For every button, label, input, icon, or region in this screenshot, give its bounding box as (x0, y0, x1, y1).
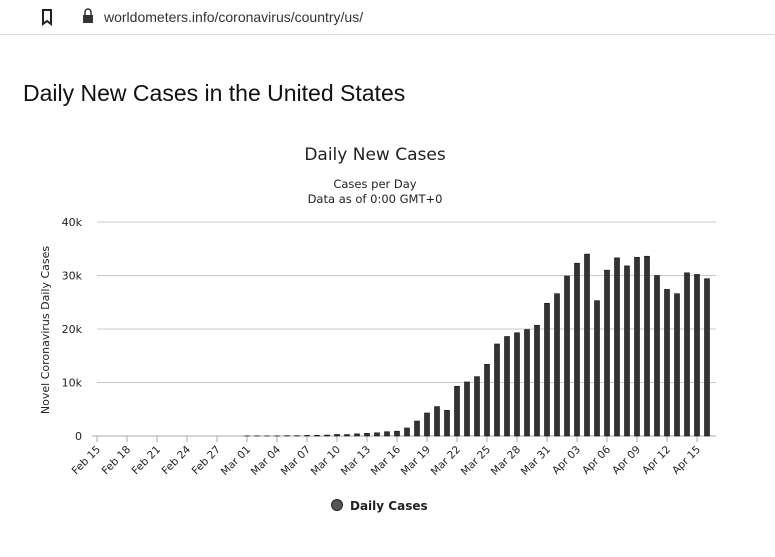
x-tick-label: Mar 31 (519, 444, 553, 478)
bar (564, 275, 570, 437)
bar (334, 434, 340, 437)
bar (384, 431, 390, 437)
x-tick-label: Feb 18 (100, 444, 133, 477)
bar (644, 255, 650, 437)
page-heading: Daily New Cases in the United States (23, 80, 406, 106)
bar (674, 293, 680, 437)
bar (654, 275, 660, 437)
lock (83, 8, 93, 23)
bar (394, 430, 400, 437)
x-tick-label: Apr 15 (670, 444, 703, 477)
bar (694, 274, 700, 437)
x-tick-label: Mar 01 (219, 444, 253, 478)
lock-shackle (84, 8, 92, 15)
bar (504, 336, 510, 437)
bar (614, 257, 620, 437)
bookmark-icon[interactable] (42, 9, 52, 26)
bar (604, 269, 610, 437)
bar (404, 427, 410, 437)
bar (434, 406, 440, 437)
y-tick-label: 10k (62, 377, 83, 390)
y-tick-label: 0 (75, 430, 82, 443)
x-tick-label: Mar 25 (459, 444, 493, 478)
bar (534, 324, 540, 437)
bar (344, 434, 350, 437)
bar (314, 435, 320, 437)
bar (484, 364, 490, 437)
legend-label: Daily Cases (350, 499, 428, 513)
bar (574, 262, 580, 437)
y-tick-label: 20k (62, 323, 83, 336)
bar (544, 303, 550, 437)
bar (364, 433, 370, 437)
x-tick-label: Feb 27 (190, 444, 223, 477)
chart-subtitle: Data as of 0:00 GMT+0 (308, 192, 443, 206)
y-tick-label: 30k (62, 270, 83, 283)
x-tick-label: Mar 22 (429, 444, 463, 478)
bar (354, 433, 360, 437)
bar (524, 329, 530, 437)
bar (494, 343, 500, 437)
bar (374, 432, 380, 437)
bar (464, 381, 470, 437)
lock-icon (83, 15, 93, 23)
y-tick-label: 40k (62, 216, 83, 229)
x-tick-label: Mar 16 (369, 443, 404, 478)
x-tick-label: Feb 21 (130, 444, 163, 477)
bar (704, 278, 710, 437)
legend-marker (331, 499, 343, 511)
x-tick-label: Feb 15 (70, 444, 103, 477)
bar (684, 272, 690, 437)
bar (324, 434, 330, 437)
x-tick-label: Mar 04 (249, 443, 284, 478)
x-tick-label: Mar 07 (279, 444, 313, 478)
bar (554, 293, 560, 437)
x-tick-label: Apr 09 (610, 444, 643, 477)
chart-title: Daily New Cases (304, 145, 446, 165)
x-tick-label: Feb 24 (160, 443, 194, 477)
address-bar: worldometers.info/coronavirus/country/us… (0, 0, 775, 35)
bar (454, 385, 460, 437)
bar (584, 253, 590, 437)
bar (634, 257, 640, 437)
x-tick-label: Mar 13 (339, 444, 373, 478)
x-tick-label: Apr 06 (580, 443, 613, 476)
x-tick-label: Apr 12 (640, 444, 673, 477)
bar (304, 435, 310, 437)
y-axis-label: Novel Coronavirus Daily Cases (39, 246, 52, 414)
url[interactable]: worldometers.info/coronavirus/country/us… (104, 9, 364, 25)
bar (474, 376, 480, 437)
bar (624, 265, 630, 437)
bar (414, 420, 420, 437)
browser-icons (42, 9, 52, 26)
chart-subtitle: Cases per Day (333, 177, 416, 191)
bar (444, 410, 450, 437)
x-tick-label: Apr 03 (550, 444, 583, 477)
bar (594, 300, 600, 437)
bar (664, 289, 670, 437)
bar (424, 412, 430, 437)
x-tick-label: Mar 10 (309, 444, 343, 478)
x-tick-label: Mar 19 (399, 444, 433, 478)
x-tick-label: Mar 28 (489, 444, 523, 478)
bar (514, 332, 520, 437)
